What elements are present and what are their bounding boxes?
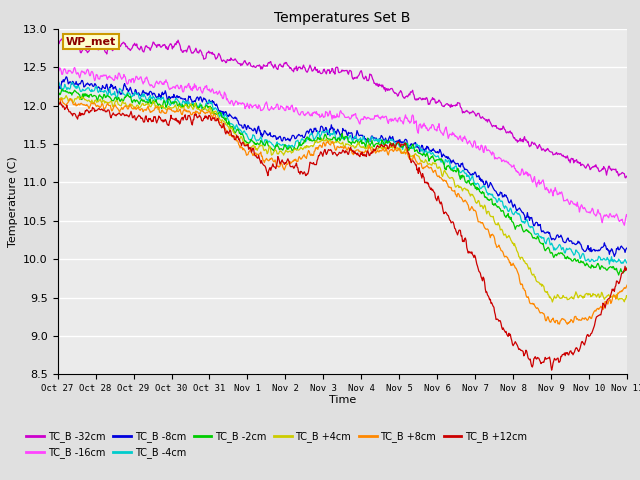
- TC_B -8cm: [623, 245, 631, 251]
- TC_B -2cm: [90, 93, 97, 99]
- Line: TC_B -2cm: TC_B -2cm: [58, 89, 627, 275]
- TC_B +12cm: [417, 173, 425, 179]
- TC_B +4cm: [62, 93, 70, 98]
- TC_B -32cm: [622, 175, 630, 180]
- TC_B +12cm: [54, 101, 61, 107]
- TC_B -2cm: [54, 90, 61, 96]
- Y-axis label: Temperature (C): Temperature (C): [8, 156, 17, 247]
- TC_B +8cm: [58, 96, 65, 101]
- TC_B -32cm: [385, 87, 393, 93]
- TC_B +8cm: [400, 150, 408, 156]
- TC_B -2cm: [400, 142, 408, 147]
- TC_B -16cm: [71, 65, 79, 71]
- Line: TC_B -8cm: TC_B -8cm: [58, 77, 627, 256]
- TC_B -4cm: [54, 81, 61, 87]
- Line: TC_B +8cm: TC_B +8cm: [58, 98, 627, 324]
- TC_B +8cm: [563, 322, 571, 327]
- X-axis label: Time: Time: [329, 395, 356, 405]
- TC_B +4cm: [90, 100, 97, 106]
- TC_B +8cm: [385, 149, 393, 155]
- TC_B -16cm: [385, 117, 393, 123]
- TC_B -2cm: [385, 138, 393, 144]
- TC_B +12cm: [623, 266, 631, 272]
- TC_B -16cm: [90, 71, 97, 77]
- TC_B +8cm: [623, 282, 631, 288]
- Line: TC_B -32cm: TC_B -32cm: [58, 39, 627, 178]
- TC_B +4cm: [623, 294, 631, 300]
- TC_B -4cm: [385, 139, 393, 144]
- TC_B -8cm: [54, 77, 61, 83]
- TC_B +4cm: [385, 145, 393, 151]
- TC_B -32cm: [486, 120, 494, 125]
- TC_B -16cm: [486, 149, 494, 155]
- TC_B -4cm: [400, 141, 408, 146]
- TC_B -4cm: [486, 192, 494, 198]
- TC_B -32cm: [54, 39, 61, 45]
- Title: Temperatures Set B: Temperatures Set B: [274, 11, 411, 25]
- TC_B -16cm: [545, 190, 552, 195]
- TC_B +12cm: [385, 144, 393, 150]
- TC_B -2cm: [615, 272, 623, 278]
- TC_B -16cm: [417, 125, 425, 131]
- TC_B -8cm: [486, 180, 494, 185]
- TC_B -8cm: [417, 144, 425, 150]
- TC_B +12cm: [486, 296, 494, 302]
- TC_B -32cm: [90, 43, 97, 48]
- TC_B +4cm: [545, 292, 552, 298]
- TC_B -2cm: [486, 196, 494, 202]
- Text: WP_met: WP_met: [66, 36, 116, 47]
- TC_B +12cm: [400, 141, 408, 147]
- TC_B -16cm: [623, 213, 631, 219]
- TC_B -32cm: [545, 147, 552, 153]
- TC_B -2cm: [545, 245, 552, 251]
- TC_B +8cm: [486, 235, 494, 240]
- TC_B +4cm: [54, 95, 61, 101]
- Legend: TC_B -32cm, TC_B -16cm, TC_B -8cm, TC_B -4cm, TC_B -2cm, TC_B +4cm, TC_B +8cm, T: TC_B -32cm, TC_B -16cm, TC_B -8cm, TC_B …: [22, 428, 531, 462]
- TC_B -8cm: [611, 253, 618, 259]
- TC_B -8cm: [400, 139, 408, 145]
- TC_B +8cm: [54, 100, 61, 106]
- TC_B -32cm: [417, 96, 425, 102]
- TC_B -8cm: [90, 84, 97, 89]
- TC_B -32cm: [58, 36, 66, 42]
- TC_B +8cm: [90, 101, 97, 107]
- TC_B -8cm: [62, 74, 70, 80]
- TC_B -32cm: [623, 174, 631, 180]
- TC_B +4cm: [486, 213, 494, 219]
- TC_B -2cm: [417, 152, 425, 157]
- Line: TC_B -4cm: TC_B -4cm: [58, 83, 627, 264]
- TC_B -4cm: [545, 235, 552, 241]
- TC_B -16cm: [54, 71, 61, 76]
- TC_B +12cm: [545, 355, 552, 361]
- TC_B -4cm: [605, 261, 613, 267]
- TC_B +4cm: [417, 159, 425, 165]
- TC_B -8cm: [545, 230, 552, 236]
- Line: TC_B +4cm: TC_B +4cm: [58, 96, 627, 302]
- Line: TC_B +12cm: TC_B +12cm: [58, 102, 627, 370]
- TC_B +4cm: [548, 299, 556, 305]
- TC_B -16cm: [400, 117, 408, 123]
- TC_B -2cm: [623, 265, 631, 271]
- TC_B -4cm: [68, 80, 76, 85]
- TC_B -16cm: [621, 222, 628, 228]
- TC_B +12cm: [548, 367, 556, 373]
- TC_B -2cm: [58, 86, 66, 92]
- TC_B +4cm: [400, 149, 408, 155]
- TC_B +8cm: [417, 160, 425, 166]
- TC_B -8cm: [385, 135, 393, 141]
- TC_B -4cm: [417, 148, 425, 154]
- TC_B -32cm: [400, 95, 408, 101]
- TC_B -4cm: [623, 261, 631, 266]
- TC_B -4cm: [90, 88, 97, 94]
- Line: TC_B -16cm: TC_B -16cm: [58, 68, 627, 225]
- TC_B +12cm: [90, 106, 97, 111]
- TC_B +12cm: [56, 99, 64, 105]
- TC_B +8cm: [545, 316, 552, 322]
